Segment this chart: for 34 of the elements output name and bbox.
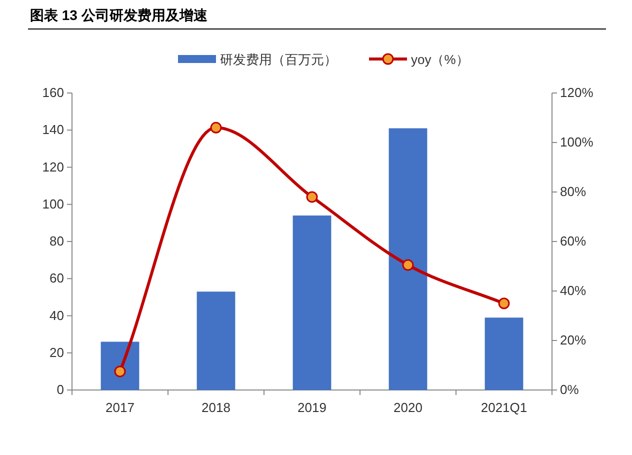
y2-tick-label: 120%	[560, 85, 594, 100]
bar	[292, 216, 332, 390]
bar	[484, 318, 524, 390]
y2-tick-label: 100%	[560, 134, 594, 150]
y2-tick-label: 40%	[560, 283, 586, 298]
bar	[196, 292, 236, 390]
point	[210, 122, 222, 134]
bar	[100, 342, 140, 390]
bar	[388, 128, 428, 390]
y2-tick-label: 60%	[560, 234, 586, 248]
y-tick-label: 80	[50, 234, 64, 248]
y2-tick-label: 20%	[560, 332, 586, 348]
y-tick-label: 160	[42, 85, 64, 100]
x-tick-label: 2018	[202, 400, 230, 415]
y-tick-label: 20	[50, 344, 64, 360]
chart-title: 图表 13 公司研发费用及增速	[30, 7, 208, 23]
legend-label: 研发费用（百万元）	[220, 52, 337, 67]
y-tick-label: 120	[42, 159, 64, 174]
y-tick-label: 60	[50, 270, 64, 286]
point	[402, 259, 414, 271]
x-tick-label: 2020	[394, 400, 422, 415]
y-tick-label: 100	[42, 196, 64, 212]
point	[114, 366, 126, 378]
point	[306, 191, 318, 203]
legend-label: yoy（%）	[411, 52, 469, 67]
y-tick-label: 140	[42, 122, 64, 138]
x-tick-label: 2021Q1	[480, 400, 528, 415]
y-tick-label: 40	[50, 308, 64, 323]
point	[498, 298, 510, 310]
y2-tick-label: 80%	[560, 184, 586, 199]
y-tick-label: 0	[56, 382, 64, 397]
y2-tick-label: 0%	[560, 382, 580, 397]
x-tick-label: 2017	[106, 400, 134, 415]
x-tick-label: 2019	[298, 400, 326, 415]
